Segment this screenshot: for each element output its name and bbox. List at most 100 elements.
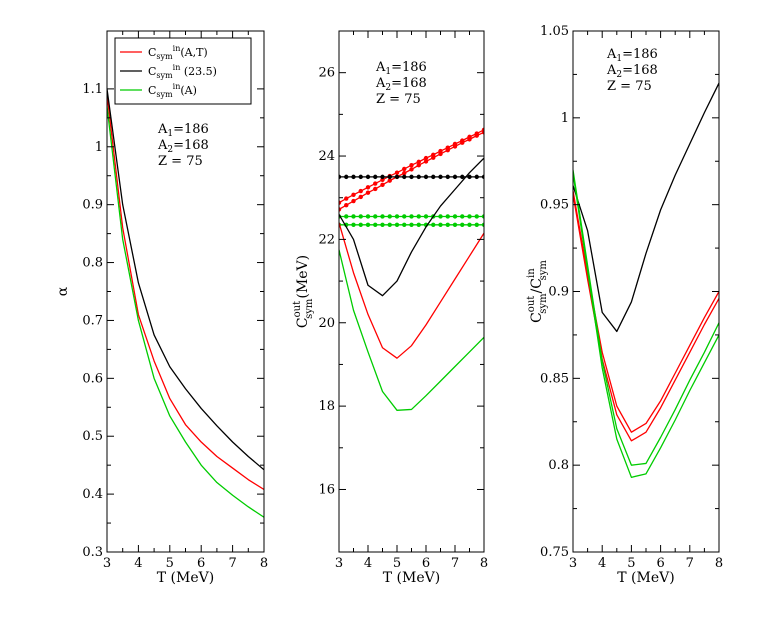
y-tick-label-alpha-0-5: 0.5	[82, 429, 103, 444]
series-line-alpha-0	[107, 94, 264, 491]
data-point-csym-out-4-11	[416, 222, 421, 228]
x-tick-label-alpha-3: 3	[103, 556, 111, 571]
x-tick-label-alpha-6: 6	[197, 556, 205, 571]
y-tick-label-alpha-0-6: 0.6	[82, 371, 103, 386]
x-tick-label-ratio-3: 3	[569, 556, 577, 571]
series-group-alpha	[107, 88, 264, 518]
y-tick-label-alpha-0-7: 0.7	[82, 313, 103, 328]
data-point-csym-out-2-16	[452, 174, 458, 180]
data-point-csym-out-0-11	[416, 159, 421, 165]
data-point-csym-out-4-7	[387, 222, 392, 228]
data-point-csym-out-4-8	[394, 222, 400, 228]
y-tick-label-ratio-1-05: 1.05	[540, 24, 569, 39]
data-point-csym-out-3-5	[373, 214, 378, 219]
data-point-csym-out-0-2	[351, 192, 356, 197]
y-tick-label-csym-out-24: 24	[318, 149, 335, 164]
data-point-csym-out-2-4	[365, 174, 371, 180]
y-tick-label-ratio-1: 1	[561, 111, 569, 126]
series-line-ratio-3	[573, 169, 719, 466]
panel-ratio: 3 4 5 6 7 8 0.75 0.8 0.85 0.9 0.95 1 1.05 T (MeV) Cout…	[526, 24, 723, 586]
data-point-csym-out-3-19	[474, 214, 479, 219]
legend-label-2: Csymin(A)	[148, 82, 197, 99]
data-point-csym-out-3-6	[380, 214, 385, 219]
y-tick-label-csym-out-18: 18	[318, 399, 335, 414]
y-tick-label-alpha-1-1: 1.1	[82, 82, 103, 97]
data-point-csym-out-2-9	[402, 174, 407, 180]
data-point-csym-out-2-15	[445, 174, 450, 180]
data-point-csym-out-3-4	[365, 214, 371, 219]
x-tick-label-csym-out-3: 3	[335, 556, 343, 571]
data-point-csym-out-2-6	[380, 174, 385, 180]
y-tick-label-alpha-0-8: 0.8	[82, 256, 103, 271]
y-axis-label-ratio: Coutsym/Cinsym	[526, 260, 549, 323]
data-point-csym-out-4-18	[467, 222, 472, 228]
x-tick-label-csym-out-5: 5	[393, 556, 401, 571]
data-point-csym-out-0-10	[409, 163, 414, 168]
data-point-csym-out-0-1	[344, 196, 349, 201]
data-point-csym-out-1-16	[452, 144, 458, 149]
data-point-csym-out-1-19	[474, 133, 479, 138]
data-point-csym-out-4-5	[373, 222, 378, 228]
data-point-csym-out-2-12	[423, 174, 429, 180]
data-point-csym-out-1-18	[467, 137, 472, 142]
x-tick-label-csym-out-6: 6	[422, 556, 430, 571]
annotation-line-ratio-2: Z = 75	[607, 79, 652, 94]
data-point-csym-out-3-17	[460, 214, 465, 219]
data-point-csym-out-4-9	[402, 222, 407, 228]
data-point-csym-out-3-1	[344, 214, 349, 219]
y-tick-label-csym-out-16: 16	[318, 482, 335, 497]
series-line-csym-out-6	[339, 222, 484, 359]
data-point-csym-out-2-14	[438, 174, 443, 180]
annotation-line-ratio-0: A1=186	[606, 47, 658, 64]
data-point-csym-out-0-4	[365, 185, 371, 190]
data-point-csym-out-4-17	[460, 222, 465, 228]
data-point-csym-out-1-0	[339, 207, 342, 212]
data-point-csym-out-4-10	[409, 222, 414, 228]
data-point-csym-out-3-10	[409, 214, 414, 219]
y-tick-label-ratio-0-95: 0.95	[540, 198, 569, 213]
annotation-line-alpha-2: Z = 75	[158, 154, 203, 169]
data-point-csym-out-2-2	[351, 174, 356, 180]
data-point-csym-out-4-4	[365, 222, 371, 228]
plot-frame-csym-out	[338, 30, 485, 553]
data-point-csym-out-3-9	[402, 214, 407, 219]
x-tick-label-ratio-5: 5	[627, 556, 635, 571]
data-point-csym-out-0-5	[373, 181, 378, 186]
x-axis-label-alpha: T (MeV)	[157, 570, 214, 586]
data-point-csym-out-4-16	[452, 222, 458, 228]
data-point-csym-out-2-17	[460, 174, 465, 180]
data-point-csym-out-3-16	[452, 214, 458, 219]
data-point-csym-out-3-11	[416, 214, 421, 219]
x-tick-label-csym-out-8: 8	[480, 556, 488, 571]
y-tick-label-csym-out-20: 20	[318, 316, 335, 331]
y-tick-label-alpha-1: 1	[95, 140, 103, 155]
series-line-ratio-0	[573, 82, 719, 333]
data-point-csym-out-0-12	[423, 155, 429, 161]
data-point-csym-out-2-13	[431, 174, 436, 180]
y-tick-label-csym-out-26: 26	[318, 66, 335, 81]
data-point-csym-out-1-7	[387, 178, 392, 183]
y-axis-label-alpha: α	[55, 286, 71, 296]
data-point-csym-out-2-3	[358, 174, 363, 180]
data-point-csym-out-3-3	[358, 214, 363, 219]
x-tick-label-alpha-8: 8	[260, 556, 268, 571]
data-point-csym-out-3-15	[445, 214, 450, 219]
y-tick-label-csym-out-22: 22	[318, 232, 335, 247]
data-point-csym-out-1-9	[402, 170, 407, 176]
y-tick-label-alpha-0-3: 0.3	[82, 545, 103, 560]
data-point-csym-out-3-18	[467, 214, 472, 219]
panel-csym-out: 3 4 5 6 7 8 16 18 20 22 24 26 T (MeV) Coutsym(MeV) A1=…	[292, 30, 488, 586]
data-point-csym-out-4-2	[351, 222, 356, 228]
y-axis-label-csym-out: Coutsym(MeV)	[292, 255, 315, 328]
data-point-csym-out-2-5	[373, 174, 378, 180]
annotation-line-csym-out-0: A1=186	[375, 60, 427, 77]
data-point-csym-out-3-20	[481, 214, 484, 219]
series-group-csym-out	[339, 127, 484, 411]
data-point-csym-out-2-7	[387, 174, 392, 180]
data-point-csym-out-3-12	[423, 214, 429, 219]
annotation-line-alpha-0: A1=186	[157, 122, 209, 139]
data-point-csym-out-2-1	[344, 174, 349, 180]
